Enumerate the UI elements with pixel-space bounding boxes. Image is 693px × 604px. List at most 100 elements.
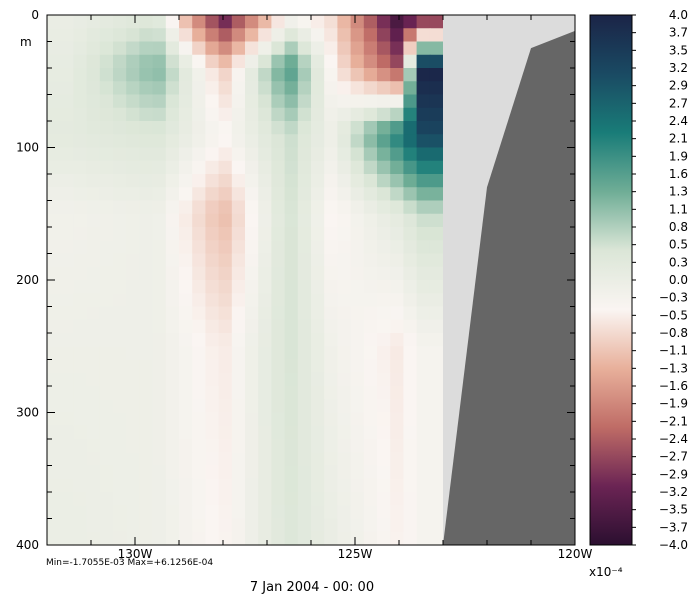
heatmap-cell <box>113 372 127 387</box>
heatmap-cell <box>284 107 299 122</box>
heatmap-cell <box>311 266 325 281</box>
heatmap-cell <box>152 266 167 281</box>
heatmap-cell <box>245 478 259 493</box>
heatmap-cell <box>258 478 272 493</box>
heatmap-cell <box>416 425 431 440</box>
heatmap-cell <box>47 213 61 228</box>
heatmap-cell <box>416 174 431 188</box>
heatmap-cell <box>47 359 61 374</box>
heatmap-cell <box>165 227 180 241</box>
heatmap-cell <box>231 107 246 122</box>
heatmap-cell <box>60 505 74 520</box>
heatmap-cell <box>297 439 312 453</box>
heatmap-cell <box>271 319 286 334</box>
heatmap-cell <box>324 531 338 546</box>
heatmap-cell <box>350 213 365 228</box>
heatmap-cell <box>350 227 365 241</box>
heatmap-cell <box>363 187 378 202</box>
heatmap-cell <box>324 200 338 215</box>
heatmap-cell <box>271 200 286 215</box>
heatmap-cell <box>297 531 312 546</box>
seafloor-topography <box>443 30 575 545</box>
heatmap-cell <box>139 174 154 188</box>
heatmap-cell <box>47 386 61 400</box>
heatmap-cell <box>47 518 61 533</box>
heatmap-cell <box>113 174 127 188</box>
heatmap-cell <box>271 68 286 82</box>
heatmap-cell <box>271 386 286 400</box>
heatmap-cell <box>126 15 140 29</box>
heatmap-cell <box>179 174 193 188</box>
heatmap-cell <box>297 160 312 175</box>
heatmap-cell <box>231 439 246 453</box>
heatmap-cell <box>311 28 325 43</box>
colorbar-multiplier: x10⁻⁴ <box>589 565 623 579</box>
heatmap-cell <box>311 333 325 347</box>
heatmap-cell <box>152 81 167 96</box>
heatmap-cell <box>60 399 74 414</box>
heatmap-cell <box>377 28 391 43</box>
heatmap-cell <box>126 399 140 414</box>
heatmap-cell <box>60 107 74 122</box>
heatmap-cell <box>218 306 233 321</box>
heatmap-cell <box>99 425 114 440</box>
heatmap-cell <box>231 94 246 109</box>
heatmap-cell <box>324 213 338 228</box>
heatmap-cell <box>165 399 180 414</box>
heatmap-cell <box>179 478 193 493</box>
heatmap-cell <box>231 333 246 347</box>
heatmap-cell <box>126 280 140 294</box>
heatmap-cell <box>337 213 352 228</box>
heatmap-cell <box>245 425 259 440</box>
heatmap-cell <box>126 293 140 308</box>
heatmap-cell <box>258 465 272 480</box>
heatmap-cell <box>311 160 325 175</box>
heatmap-cell <box>231 266 246 281</box>
heatmap-cell <box>403 121 418 135</box>
heatmap-cell <box>245 359 259 374</box>
y-tick-label: 100 <box>16 141 39 155</box>
heatmap-cell <box>416 200 431 215</box>
heatmap-cell <box>165 492 180 506</box>
heatmap-cell <box>297 399 312 414</box>
heatmap-cell <box>99 28 114 43</box>
heatmap-cell <box>245 94 259 109</box>
heatmap-cell <box>218 174 233 188</box>
heatmap-cell <box>311 492 325 506</box>
heatmap-cell <box>60 425 74 440</box>
heatmap-cell <box>73 306 88 321</box>
heatmap-cell <box>205 81 220 96</box>
heatmap-cell <box>218 359 233 374</box>
heatmap-cell <box>139 68 154 82</box>
heatmap-cell <box>363 492 378 506</box>
heatmap-cell <box>258 147 272 162</box>
heatmap-cell <box>73 54 88 69</box>
heatmap-cell <box>165 372 180 387</box>
heatmap-cell <box>139 41 154 56</box>
heatmap-cell <box>337 399 352 414</box>
heatmap-cell <box>350 28 365 43</box>
heatmap-cell <box>231 359 246 374</box>
heatmap-cell <box>231 319 246 334</box>
heatmap-cell <box>245 518 259 533</box>
heatmap-cell <box>403 147 418 162</box>
heatmap-cell <box>126 187 140 202</box>
heatmap-cell <box>60 28 74 43</box>
heatmap-cell <box>152 505 167 520</box>
heatmap-cell <box>284 452 299 467</box>
heatmap-cell <box>311 465 325 480</box>
heatmap-cell <box>99 293 114 308</box>
heatmap-cell <box>60 15 74 29</box>
heatmap-cell <box>258 187 272 202</box>
heatmap-cell <box>337 240 352 255</box>
heatmap-cell <box>416 240 431 255</box>
heatmap-cell <box>363 28 378 43</box>
heatmap-cell <box>47 478 61 493</box>
heatmap-cell <box>337 425 352 440</box>
heatmap-cell <box>205 293 220 308</box>
heatmap-cell <box>390 147 404 162</box>
heatmap-cell <box>403 306 418 321</box>
heatmap-cell <box>284 253 299 268</box>
heatmap-cell <box>126 425 140 440</box>
heatmap-cell <box>311 200 325 215</box>
